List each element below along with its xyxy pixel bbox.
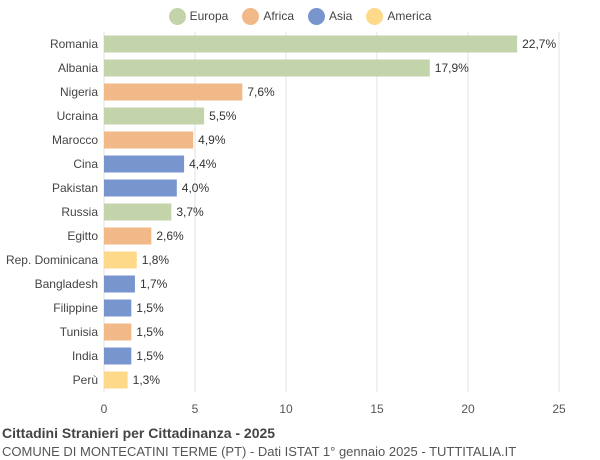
category-label: Ucraina	[57, 109, 99, 123]
bar	[104, 227, 152, 245]
legend-swatch	[366, 7, 384, 25]
bar	[104, 323, 132, 341]
bar-chart: 0 5 10 15 20 25 Romania 22,7% Albania 17,9% Nigeri…	[6, 32, 566, 416]
legend-label: America	[387, 9, 432, 23]
x-tick-label: 25	[552, 402, 566, 416]
legend-item-europa: Europa	[168, 7, 229, 25]
value-label: 22,7%	[522, 37, 556, 51]
bar	[104, 347, 132, 365]
category-label: Tunisia	[60, 325, 99, 339]
legend-label: Africa	[263, 9, 295, 23]
legend-item-africa: Africa	[242, 7, 295, 25]
legend-swatch	[308, 7, 326, 25]
value-label: 7,6%	[247, 85, 275, 99]
x-tick-label: 15	[370, 402, 384, 416]
bar	[104, 107, 205, 125]
category-label: Nigeria	[60, 85, 98, 99]
value-label: 17,9%	[435, 61, 469, 75]
bar	[104, 275, 135, 293]
x-tick-label: 10	[279, 402, 293, 416]
x-tick-label: 0	[101, 402, 108, 416]
legend-swatch	[242, 7, 260, 25]
value-label: 5,5%	[209, 109, 237, 123]
category-label: Marocco	[52, 133, 98, 147]
value-label: 1,7%	[140, 277, 168, 291]
category-label: Bangladesh	[35, 277, 98, 291]
category-label: Rep. Dominicana	[6, 253, 98, 267]
category-label: Egitto	[67, 229, 98, 243]
value-label: 1,3%	[133, 373, 161, 387]
category-label: Albania	[58, 61, 98, 75]
value-label: 1,8%	[142, 253, 170, 267]
bar	[104, 179, 177, 197]
bar	[104, 83, 243, 101]
category-label: Russia	[61, 205, 98, 219]
value-label: 4,9%	[198, 133, 226, 147]
bar	[104, 251, 137, 269]
bar	[104, 299, 132, 317]
category-label: Romania	[50, 37, 98, 51]
value-label: 3,7%	[176, 205, 204, 219]
legend-item-america: America	[366, 7, 432, 25]
value-label: 1,5%	[136, 301, 164, 315]
value-label: 2,6%	[156, 229, 184, 243]
bar	[104, 35, 518, 53]
value-label: 4,4%	[189, 157, 217, 171]
value-label: 1,5%	[136, 325, 164, 339]
chart-subtitle: COMUNE DI MONTECATINI TERME (PT) - Dati …	[2, 444, 517, 459]
bar	[104, 131, 194, 149]
legend-label: Europa	[189, 9, 229, 23]
value-label: 1,5%	[136, 349, 164, 363]
x-tick-label: 20	[461, 402, 475, 416]
bar	[104, 155, 185, 173]
bar	[104, 203, 172, 221]
value-label: 4,0%	[182, 181, 210, 195]
bar	[104, 59, 430, 77]
chart-title: Cittadini Stranieri per Cittadinanza - 2…	[2, 425, 276, 441]
chart-legend: Europa Africa Asia America	[0, 6, 600, 26]
x-tick-label: 5	[192, 402, 199, 416]
category-label: Pakistan	[52, 181, 98, 195]
legend-swatch	[168, 7, 186, 25]
category-label: India	[72, 349, 98, 363]
bar	[104, 371, 128, 389]
category-label: Perù	[73, 373, 98, 387]
category-label: Filippine	[53, 301, 98, 315]
legend-item-asia: Asia	[308, 7, 353, 25]
legend-label: Asia	[329, 9, 353, 23]
category-label: Cina	[73, 157, 98, 171]
